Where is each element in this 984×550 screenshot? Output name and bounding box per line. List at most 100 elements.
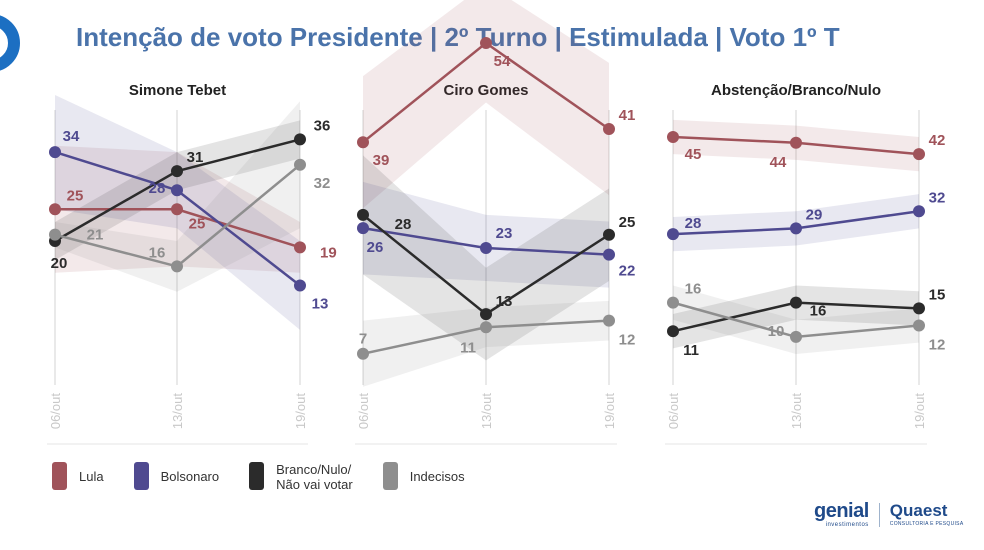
data-point [294, 158, 306, 171]
data-label: 29 [806, 206, 823, 223]
data-label: 31 [187, 149, 204, 166]
x-tick-label: 13/out [479, 393, 494, 430]
data-label: 34 [63, 128, 80, 145]
data-label: 12 [929, 336, 946, 353]
data-point [790, 222, 802, 235]
legend-label: Lula [79, 469, 104, 484]
data-label: 22 [619, 263, 636, 280]
x-tick-label: 13/out [789, 393, 804, 430]
data-label: 36 [314, 117, 331, 134]
data-label: 13 [312, 295, 329, 312]
legend-item-bolsonaro: Bolsonaro [133, 462, 220, 490]
confidence-band [363, 181, 609, 288]
data-label: 44 [770, 154, 787, 171]
x-tick-label: 06/out [48, 393, 63, 430]
data-label: 25 [189, 215, 206, 232]
data-point [480, 321, 492, 334]
data-point [603, 248, 615, 261]
data-label: 32 [929, 189, 946, 206]
data-point [294, 133, 306, 146]
data-label: 19 [320, 244, 337, 261]
data-label: 15 [929, 286, 946, 303]
x-tick-label: 06/out [356, 393, 371, 430]
data-point [49, 146, 61, 159]
genial-logo: genial investimentos [814, 500, 869, 528]
quaest-logo-text: Quaest [889, 501, 948, 520]
data-point [667, 296, 679, 309]
x-tick-label: 19/out [602, 393, 617, 430]
data-point [171, 260, 183, 273]
data-point [357, 208, 369, 221]
data-label: 12 [619, 332, 636, 349]
data-point [49, 228, 61, 241]
confidence-band [673, 285, 919, 349]
x-tick-label: 19/out [912, 393, 927, 430]
confidence-band [673, 285, 919, 355]
data-label: 16 [149, 244, 166, 261]
data-label: 21 [87, 227, 104, 244]
legend-swatch-indecisos [382, 462, 398, 490]
data-point [603, 122, 615, 135]
data-label: 32 [314, 175, 331, 192]
data-point [603, 314, 615, 327]
panel-title: Abstenção/Branco/Nulo [711, 82, 881, 99]
data-label: 28 [395, 216, 412, 233]
page-title: Intenção de voto Presidente | 2º Turno |… [76, 22, 840, 52]
legend: Lula Bolsonaro Branco/Nulo/ Não vai vota… [52, 462, 495, 492]
confidence-band [363, 0, 609, 209]
legend-swatch-branco-nulo [249, 462, 265, 490]
data-point [171, 184, 183, 197]
legend-item-indecisos: Indecisos [382, 462, 465, 490]
data-point [49, 203, 61, 216]
data-point [790, 136, 802, 149]
data-point [667, 325, 679, 338]
data-label: 28 [685, 215, 702, 232]
data-point [790, 296, 802, 309]
data-label: 23 [496, 225, 513, 242]
data-label: 16 [685, 281, 702, 298]
legend-item-lula: Lula [52, 462, 104, 490]
data-label: 28 [149, 180, 166, 197]
data-point [294, 279, 306, 292]
legend-label: Branco/Nulo/ Não vai votar [276, 462, 353, 492]
genial-logo-subtitle: investimentos [825, 522, 869, 528]
data-label: 42 [929, 132, 946, 149]
legend-label: Indecisos [409, 469, 465, 484]
data-point [667, 228, 679, 241]
panel-title: Simone Tebet [129, 82, 226, 99]
data-point [357, 347, 369, 360]
x-tick-label: 13/out [170, 393, 185, 430]
data-label: 20 [51, 255, 68, 272]
data-label: 45 [685, 146, 702, 163]
legend-swatch-bolsonaro [133, 462, 149, 490]
genial-logo-text: genial [814, 500, 869, 522]
data-label: 10 [768, 323, 785, 340]
confidence-band [363, 300, 609, 387]
data-label: 26 [367, 239, 384, 256]
data-point [667, 131, 679, 144]
legend-label: Bolsonaro [160, 469, 220, 484]
x-tick-label: 19/out [293, 393, 308, 430]
data-label: 25 [67, 187, 84, 204]
data-point [913, 319, 925, 332]
data-point [480, 308, 492, 321]
data-label: 11 [460, 339, 476, 356]
confidence-band [363, 155, 609, 361]
legend-item-branco-nulo: Branco/Nulo/ Não vai votar [249, 462, 353, 492]
quaest-logo-subtitle: CONSULTORIA E PESQUISA [889, 521, 964, 527]
data-label: 39 [373, 152, 390, 169]
data-label: 13 [496, 293, 513, 310]
logo-divider [878, 503, 880, 527]
data-point [913, 205, 925, 218]
data-point [480, 241, 492, 254]
data-point [357, 222, 369, 235]
data-label: 11 [683, 342, 699, 359]
data-point [294, 241, 306, 254]
data-label: 7 [359, 331, 367, 348]
confidence-band [55, 101, 300, 292]
legend-swatch-lula [52, 462, 67, 490]
data-point [790, 330, 802, 343]
data-label: 41 [619, 107, 636, 124]
data-point [913, 148, 925, 161]
footer-logos: genial investimentos Quaest CONSULTORIA … [814, 500, 964, 528]
